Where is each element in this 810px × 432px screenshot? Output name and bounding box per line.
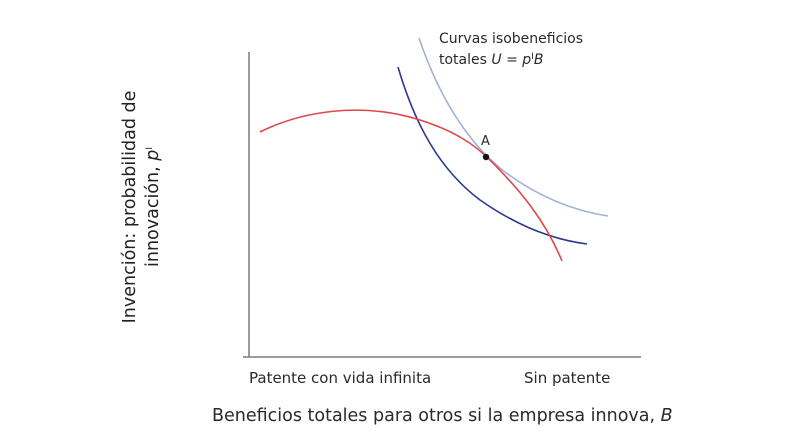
x-tick-infinite-patent: Patente con vida infinita — [249, 369, 432, 387]
point-a-label: A — [481, 134, 490, 149]
isoprofit-label-line1: Curvas isobeneficios — [439, 31, 584, 47]
y-axis-label-line1: Invención: probabilidad de — [120, 90, 140, 324]
innovation-frontier-curve — [259, 109, 563, 262]
x-axis-label: Beneficios totales para otros si la empr… — [212, 406, 673, 426]
x-tick-no-patent: Sin patente — [524, 369, 611, 387]
isoprofit-curves-label: Curvas isobeneficios totales U = pIB — [439, 29, 583, 71]
y-axis-label-line2: innovación, pI — [143, 147, 163, 268]
isoprofit-curve-upper — [418, 37, 609, 217]
point-a-marker — [482, 153, 490, 161]
isoprofit-curve-lower — [397, 66, 588, 245]
isoprofit-label-line2: totales U = pIB — [439, 52, 544, 68]
y-axis-label: Invención: probabilidad de innovación, p… — [119, 57, 165, 357]
